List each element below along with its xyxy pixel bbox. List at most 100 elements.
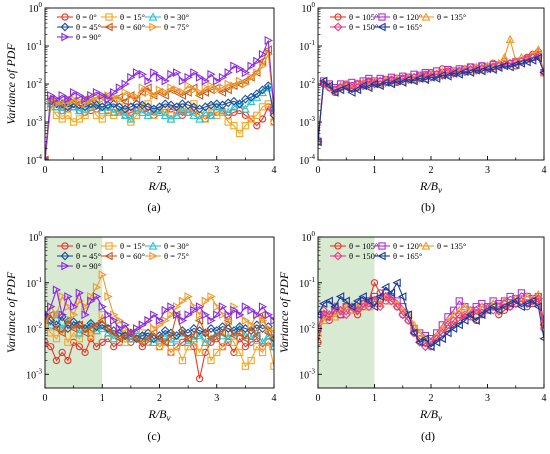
series-6-point bbox=[121, 88, 130, 97]
series-5-point bbox=[341, 83, 350, 93]
y-tick-label: 10-3 bbox=[299, 367, 315, 381]
x-tick-label: 3 bbox=[214, 393, 219, 404]
series-5-point bbox=[392, 278, 401, 288]
series-3-point bbox=[126, 114, 136, 123]
series-4-point bbox=[137, 331, 147, 341]
series-4-point bbox=[381, 77, 391, 87]
series-4-point bbox=[172, 102, 182, 112]
y-axis-label: Variance of PDF bbox=[4, 271, 18, 353]
x-tick-label: 4 bbox=[542, 393, 547, 404]
series-6-point bbox=[253, 68, 262, 77]
x-tick-label: 2 bbox=[429, 393, 434, 404]
legend-point bbox=[333, 22, 343, 32]
series-3-line bbox=[45, 86, 274, 160]
x-tick-label: 0 bbox=[316, 165, 321, 176]
legend-item: θ = 90° bbox=[57, 32, 101, 42]
legend-point bbox=[149, 251, 158, 261]
series-2-point bbox=[173, 343, 181, 351]
series-7-point bbox=[64, 94, 73, 104]
series-5-point bbox=[403, 75, 413, 85]
series-5-point bbox=[522, 299, 531, 309]
series-7-point bbox=[195, 302, 205, 312]
series-7-point bbox=[264, 36, 273, 45]
series-6-point bbox=[132, 92, 142, 102]
series-6-point bbox=[69, 310, 79, 320]
legend-label: θ = 120° bbox=[393, 241, 422, 251]
series-4-point bbox=[324, 310, 334, 320]
series-5-point bbox=[409, 328, 418, 338]
series-5-point bbox=[45, 316, 49, 325]
legend-point bbox=[61, 261, 70, 271]
series-4-point bbox=[137, 100, 147, 110]
y-tick-label: 100 bbox=[302, 1, 316, 15]
series-3-point bbox=[319, 315, 329, 325]
series-5-point bbox=[528, 55, 537, 65]
series-6-point bbox=[173, 85, 182, 95]
series-5-point bbox=[217, 328, 227, 338]
x-tick-label: 4 bbox=[272, 165, 277, 176]
series-6-point bbox=[167, 310, 176, 320]
x-tick-label: 2 bbox=[157, 165, 162, 176]
legend-item: θ = 45° bbox=[57, 251, 101, 261]
y-tick-label: 10-3 bbox=[26, 115, 42, 129]
series-7-point bbox=[218, 72, 228, 82]
series-3-point bbox=[420, 333, 430, 343]
series-5-point bbox=[57, 328, 66, 338]
series-5-point bbox=[420, 334, 430, 344]
legend-label: θ = 75° bbox=[164, 251, 189, 261]
series-5-point bbox=[352, 85, 362, 95]
legend-point bbox=[104, 251, 113, 261]
series-7-point bbox=[230, 61, 239, 71]
legend-label: θ = 60° bbox=[120, 251, 145, 261]
series-7-point bbox=[144, 76, 153, 86]
series-6-point bbox=[178, 296, 188, 306]
y-tick-label: 10-2 bbox=[299, 77, 315, 91]
series-7-point bbox=[224, 310, 233, 320]
series-6-point bbox=[247, 72, 256, 82]
legend-point bbox=[61, 13, 69, 21]
series-5-point bbox=[426, 342, 435, 352]
legend-item: θ = 135° bbox=[418, 241, 466, 251]
series-5-point bbox=[499, 302, 509, 312]
series-4-point bbox=[269, 334, 274, 344]
series-5-point bbox=[217, 88, 227, 97]
series-5-point bbox=[318, 310, 322, 320]
series-6-point bbox=[201, 83, 210, 93]
series-5-point bbox=[330, 88, 339, 97]
series-3-point bbox=[223, 107, 233, 116]
legend-point bbox=[334, 242, 342, 250]
series-7-point bbox=[64, 292, 73, 301]
series-7-point bbox=[236, 310, 245, 320]
series-7-point bbox=[184, 72, 193, 82]
x-tick-label: 3 bbox=[485, 393, 490, 404]
series-5-point bbox=[97, 316, 106, 325]
series-4-point bbox=[229, 96, 239, 106]
series-5-point bbox=[335, 292, 345, 301]
series-1-point bbox=[370, 279, 379, 287]
series-4-point bbox=[166, 100, 176, 110]
series-2-point bbox=[387, 73, 396, 81]
x-tick-label: 0 bbox=[43, 393, 48, 404]
series-7-point bbox=[184, 310, 193, 320]
series-4-point bbox=[177, 99, 187, 109]
series-6-point bbox=[270, 328, 274, 338]
series-2-point bbox=[218, 343, 227, 351]
legend-label: θ = 90° bbox=[76, 32, 101, 42]
panel-label: (c) bbox=[147, 429, 160, 443]
series-5-point bbox=[505, 62, 514, 72]
series-2-point bbox=[241, 362, 250, 370]
series-1-point bbox=[195, 375, 204, 383]
series-3-point bbox=[269, 105, 274, 115]
series-6-point bbox=[258, 316, 268, 325]
series-4-point bbox=[132, 334, 142, 344]
legend-label: θ = 150° bbox=[349, 22, 378, 32]
series-7-point bbox=[241, 302, 251, 312]
series-5-point bbox=[91, 320, 101, 330]
series-6-point bbox=[230, 81, 239, 91]
series-2-point bbox=[207, 356, 215, 365]
series-2-point bbox=[58, 115, 66, 123]
series-4-point bbox=[449, 315, 459, 325]
series-5-point bbox=[454, 69, 463, 79]
series-3-point bbox=[189, 110, 199, 119]
series-5-point bbox=[471, 316, 480, 325]
